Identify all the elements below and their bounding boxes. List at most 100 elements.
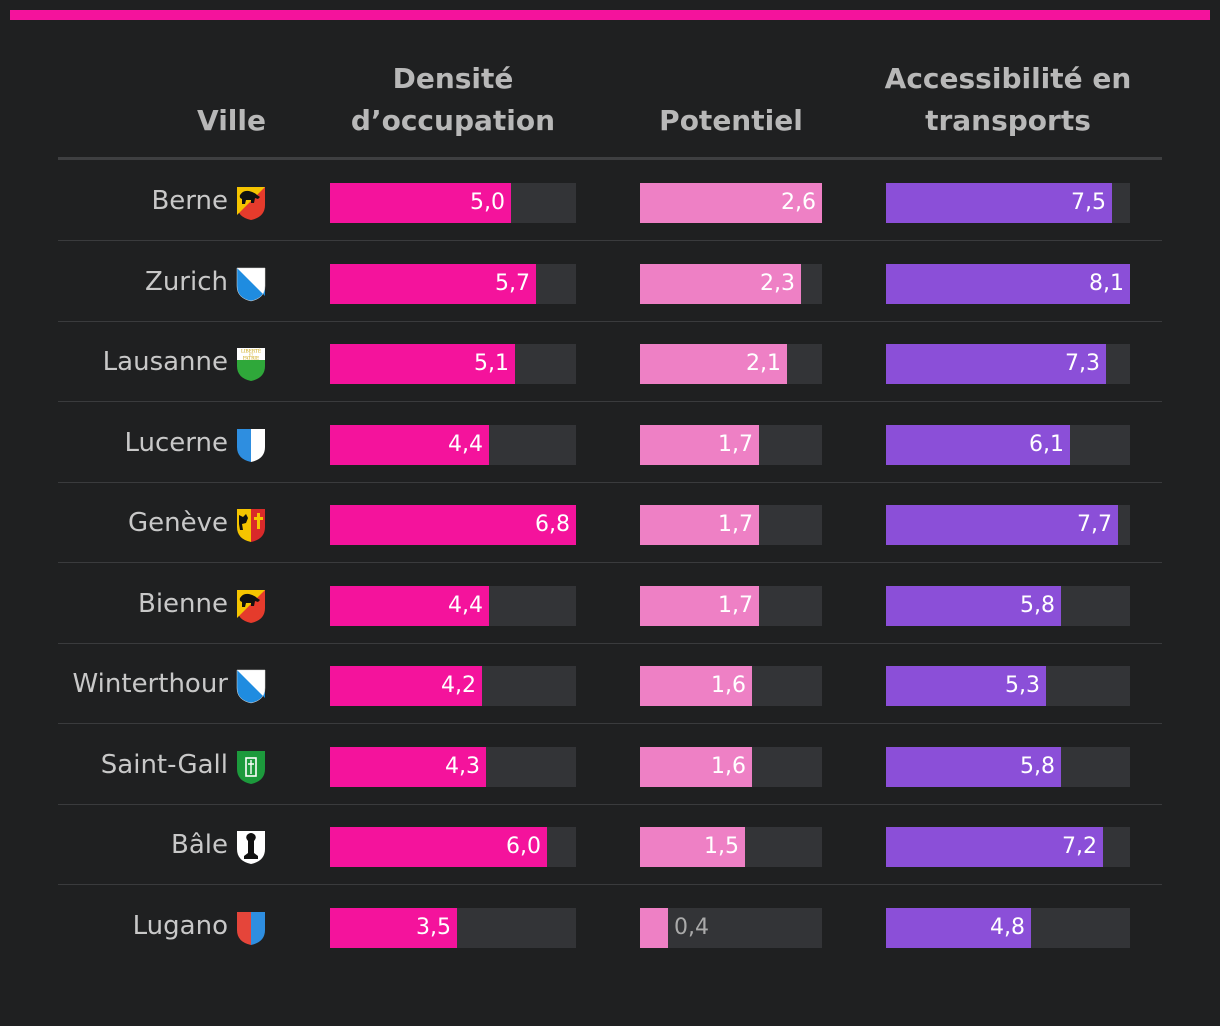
bar-track-potentiel: 1,7 bbox=[640, 424, 822, 465]
bar-densite bbox=[330, 746, 486, 787]
row-divider bbox=[58, 562, 1162, 563]
bar-potentiel bbox=[640, 344, 787, 384]
table-row: Saint-Gall 4,3 1,6 5,8 bbox=[58, 725, 1162, 805]
geneva-crest-icon bbox=[235, 507, 267, 543]
header-ville: Ville bbox=[197, 104, 266, 137]
bar-potentiel bbox=[640, 827, 745, 867]
bar-track-potentiel: 1,5 bbox=[640, 827, 822, 867]
table-row: Genève 6,8 1,7 7,7 bbox=[58, 483, 1162, 563]
value-label-potentiel: 1,7 bbox=[718, 431, 753, 457]
header-densite: Densité d’occupation bbox=[330, 58, 576, 142]
value-label-potentiel: 1,7 bbox=[718, 592, 753, 618]
city-label-lucerne: Lucerne bbox=[124, 427, 228, 458]
bar-track-potentiel: 2,1 bbox=[640, 344, 822, 384]
city-label-lugano: Lugano bbox=[132, 910, 228, 941]
value-label-densite: 5,0 bbox=[470, 190, 505, 215]
ticino-crest-icon bbox=[235, 910, 267, 946]
city-label-geneve: Genève bbox=[127, 508, 228, 538]
bar-densite bbox=[330, 907, 457, 948]
table-row: Zurich 5,7 2,3 8,1 bbox=[58, 242, 1162, 322]
bar-track-access: 7,5 bbox=[886, 183, 1130, 223]
value-label-densite: 4,4 bbox=[448, 431, 483, 457]
bar-potentiel bbox=[640, 505, 759, 545]
bar-access bbox=[886, 183, 1112, 223]
table-row: Lucerne 4,4 1,7 6,1 bbox=[58, 403, 1162, 483]
bar-track-access: 8,1 bbox=[886, 263, 1130, 304]
bar-densite bbox=[330, 183, 511, 223]
city-label-bale: Bâle bbox=[171, 830, 228, 860]
value-label-access: 6,1 bbox=[1029, 431, 1064, 457]
zurich-crest-icon bbox=[235, 668, 267, 704]
value-label-densite: 4,2 bbox=[441, 673, 476, 698]
bar-track-access: 7,3 bbox=[886, 344, 1130, 384]
bar-track-potentiel: 2,6 bbox=[640, 183, 822, 223]
bar-densite bbox=[330, 505, 576, 545]
bar-track-densite: 6,0 bbox=[330, 827, 576, 867]
value-label-access: 5,3 bbox=[1005, 673, 1040, 698]
bar-access bbox=[886, 505, 1118, 545]
bar-access bbox=[886, 424, 1070, 465]
bar-track-densite: 6,8 bbox=[330, 505, 576, 545]
vaud-crest-icon: LIBERTÉ ET PATRIE bbox=[235, 346, 267, 382]
city-label-lausanne: Lausanne bbox=[102, 347, 228, 377]
bar-track-potentiel: 1,6 bbox=[640, 746, 822, 787]
header-accessibilite-line2: transports bbox=[925, 104, 1091, 137]
value-label-densite: 6,0 bbox=[506, 834, 541, 859]
header-densite-line2: d’occupation bbox=[350, 104, 556, 137]
header-densite-line1: Densité bbox=[392, 62, 514, 95]
city-label-berne: Berne bbox=[151, 186, 228, 216]
bar-track-potentiel: 1,7 bbox=[640, 585, 822, 626]
bar-access bbox=[886, 827, 1103, 867]
bar-densite bbox=[330, 666, 482, 706]
bar-densite bbox=[330, 263, 536, 304]
bar-track-access: 5,8 bbox=[886, 746, 1130, 787]
bar-track-densite: 4,4 bbox=[330, 424, 576, 465]
vaud-crest-text-3: PATRIE bbox=[243, 356, 259, 361]
value-label-access: 8,1 bbox=[1089, 270, 1124, 296]
city-label-zurich: Zurich bbox=[145, 266, 228, 297]
bar-track-access: 5,8 bbox=[886, 585, 1130, 626]
bar-track-densite: 5,0 bbox=[330, 183, 576, 223]
bar-access bbox=[886, 263, 1130, 304]
row-divider bbox=[58, 642, 1162, 644]
row-divider bbox=[58, 320, 1162, 322]
bar-potentiel bbox=[640, 666, 752, 706]
bar-potentiel bbox=[640, 424, 759, 465]
bar-track-densite: 4,4 bbox=[330, 585, 576, 626]
bar-densite bbox=[330, 424, 489, 465]
bar-densite bbox=[330, 344, 515, 384]
city-label-bienne: Bienne bbox=[137, 588, 228, 619]
header-accessibilite-line1: Accessibilité en bbox=[884, 62, 1132, 95]
bar-track-access: 4,8 bbox=[886, 907, 1130, 948]
bar-potentiel bbox=[640, 183, 822, 223]
vaud-crest-text-2: ET bbox=[249, 353, 253, 357]
row-divider bbox=[58, 481, 1162, 483]
value-label-potentiel: 2,1 bbox=[746, 351, 781, 376]
value-label-potentiel: 1,7 bbox=[718, 512, 753, 537]
table-row: Lugano 3,5 0,4 4,8 bbox=[58, 886, 1162, 966]
value-label-potentiel: 0,4 bbox=[674, 914, 709, 940]
bar-track-access: 7,2 bbox=[886, 827, 1130, 867]
row-divider bbox=[58, 803, 1162, 805]
value-label-access: 7,3 bbox=[1065, 351, 1100, 376]
bar-track-potentiel: 0,4 bbox=[640, 907, 822, 948]
bern-crest-icon bbox=[235, 185, 267, 221]
row-divider bbox=[58, 884, 1162, 885]
lucerne-crest-icon bbox=[235, 427, 267, 463]
bar-densite bbox=[330, 827, 547, 867]
table-row: Bâle 6,0 1,5 7,2 bbox=[58, 805, 1162, 885]
vaud-crest-text-1: LIBERTÉ bbox=[241, 349, 261, 355]
bar-access bbox=[886, 907, 1031, 948]
bar-access bbox=[886, 585, 1061, 626]
value-label-access: 4,8 bbox=[990, 914, 1025, 940]
bar-track-potentiel: 2,3 bbox=[640, 263, 822, 304]
value-label-access: 7,7 bbox=[1077, 512, 1112, 537]
value-label-potentiel: 1,5 bbox=[704, 834, 739, 859]
header-divider bbox=[58, 157, 1162, 160]
table-row: Lausanne LIBERTÉ ET PATRIE 5,1 2,1 7,3 bbox=[58, 322, 1162, 402]
value-label-densite: 4,3 bbox=[445, 753, 480, 779]
table-row: Winterthour 4,2 1,6 5,3 bbox=[58, 644, 1162, 724]
value-label-densite: 6,8 bbox=[535, 512, 570, 537]
bar-access bbox=[886, 746, 1061, 787]
value-label-potentiel: 1,6 bbox=[711, 673, 746, 698]
